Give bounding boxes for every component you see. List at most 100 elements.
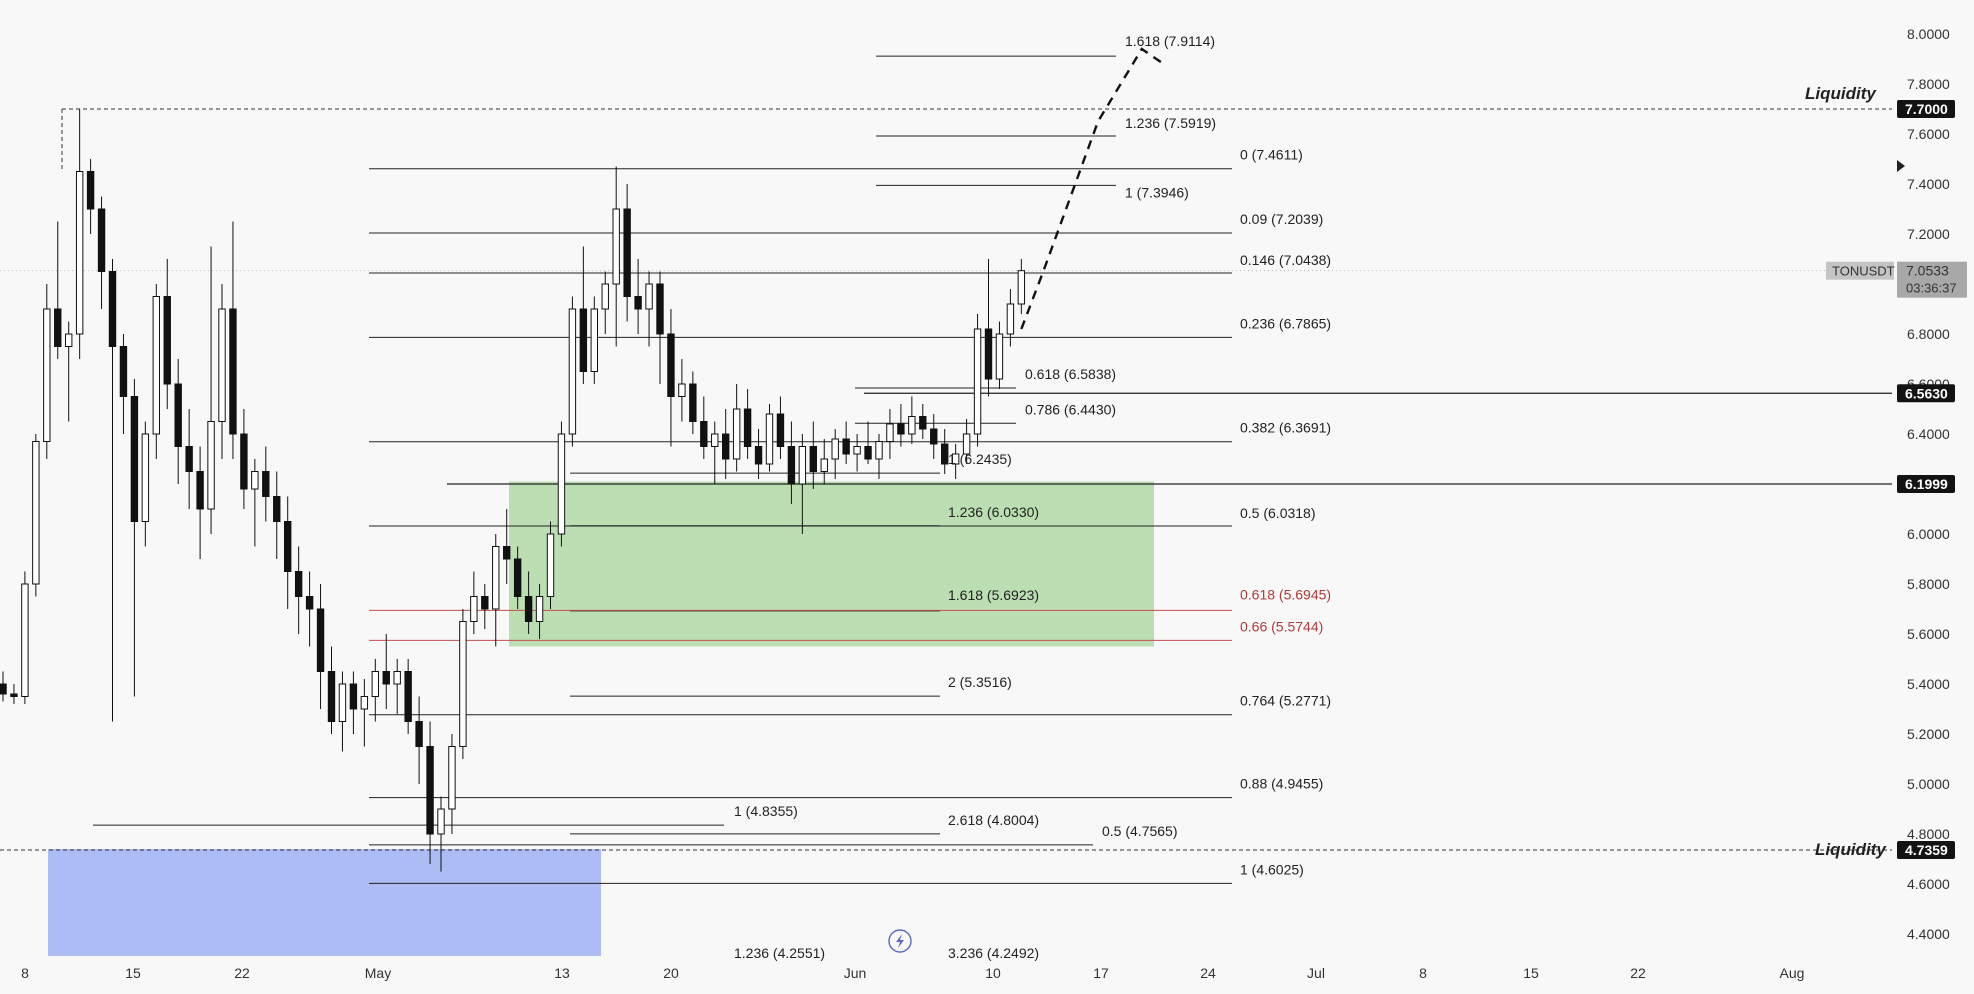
x-axis[interactable]: 8 15 22 May 13 20 Jun 10 17 24 Jul 8 15 22 Aug <box>21 965 1804 981</box>
candle-body-down <box>579 308 588 372</box>
candle <box>218 284 226 459</box>
y-tick-label: 5.2000 <box>1907 726 1950 742</box>
candle <box>426 721 434 864</box>
symbol-badge[interactable]: TONUSDT <box>1826 261 1895 280</box>
candle <box>196 446 204 559</box>
y-axis[interactable]: 8.00007.80007.60007.40007.20007.00006.80… <box>1826 26 1967 942</box>
candle-body-down <box>404 671 412 722</box>
candle <box>732 384 741 472</box>
candle <box>951 444 960 479</box>
y-tick-label: 5.4000 <box>1907 676 1950 692</box>
candle-body-down <box>108 271 117 347</box>
candle-body-down <box>842 438 850 455</box>
candle <box>43 284 51 459</box>
candle <box>174 359 182 484</box>
fib-label: 0.09 (7.2039) <box>1240 211 1323 227</box>
candle-body-down <box>262 471 270 497</box>
fib-label: 1 (4.8355) <box>734 803 798 819</box>
price-badge[interactable]: 6.1999 <box>1897 475 1955 494</box>
fib-label: 2 (5.3516) <box>948 674 1012 690</box>
fib-label: 3.236 (4.2492) <box>948 945 1039 961</box>
candle <box>590 296 598 384</box>
green-zone <box>509 481 1154 647</box>
price-badge[interactable]: 7.7000 <box>1897 100 1955 118</box>
candle <box>831 429 839 479</box>
candle-body-down <box>689 383 697 422</box>
candle-body-down <box>273 496 281 522</box>
candle-body-down <box>119 346 128 397</box>
x-tick-label: Jul <box>1307 965 1325 981</box>
fib-label: 0.146 (7.0438) <box>1240 252 1331 268</box>
candle <box>86 159 95 234</box>
fib-label: 0.236 (6.7865) <box>1240 315 1331 331</box>
candle <box>492 534 500 647</box>
lightning-icon[interactable] <box>888 929 912 953</box>
candle <box>743 389 752 459</box>
candle-body-down <box>984 328 993 380</box>
x-tick-label: May <box>365 965 391 981</box>
candle-body-down <box>185 446 193 472</box>
candle-body-up <box>557 433 566 535</box>
candle-body-down <box>86 171 95 210</box>
candle-body-up <box>43 308 51 442</box>
candle <box>776 396 785 459</box>
candle <box>995 321 1004 389</box>
x-tick-label: 8 <box>21 965 29 981</box>
candle-body-down <box>54 308 62 347</box>
candle-body-down <box>930 428 938 445</box>
price-badge[interactable]: 4.7359 <box>1897 841 1955 860</box>
candle <box>371 659 380 722</box>
candle <box>382 634 390 709</box>
candle-body-up <box>645 283 653 310</box>
candle-body-up <box>732 408 741 460</box>
candle <box>130 379 139 697</box>
candle-body-up <box>711 433 719 447</box>
candle <box>163 259 171 409</box>
candle <box>546 521 555 609</box>
candle <box>54 221 62 359</box>
price-badge-label: 6.1999 <box>1905 476 1948 492</box>
candle-body-down <box>316 608 325 672</box>
y-tick-label: 7.8000 <box>1907 76 1950 92</box>
fib-label: 1.618 (5.6923) <box>948 587 1039 603</box>
candle-body-down <box>481 596 489 610</box>
candle <box>229 221 237 459</box>
candle-body-down <box>327 671 336 722</box>
candle-body-up <box>65 333 73 347</box>
price-badge-label: 6.5630 <box>1905 385 1948 401</box>
price-badge[interactable]: 6.5630 <box>1897 384 1955 403</box>
candle <box>513 546 522 609</box>
candle <box>65 321 73 422</box>
candle <box>32 434 40 597</box>
candle-body-down <box>524 596 533 622</box>
candle-body-up <box>678 383 686 397</box>
candle <box>973 314 982 447</box>
candle <box>689 371 697 434</box>
candle <box>349 671 358 734</box>
x-tick-label: Jun <box>844 965 867 981</box>
y-tick-label: 5.8000 <box>1907 576 1950 592</box>
candle-body-down <box>776 413 785 447</box>
candle-body-up <box>360 696 369 710</box>
candle-body-down <box>97 208 106 272</box>
last-price-badge[interactable]: 7.0533 03:36:37 <box>1897 261 1967 298</box>
candle <box>75 109 84 359</box>
play-arrow-icon <box>1897 160 1905 172</box>
x-tick-label: Aug <box>1780 965 1805 981</box>
candle <box>273 471 281 559</box>
candle <box>524 571 533 634</box>
candle <box>393 659 401 714</box>
y-tick-label: 6.8000 <box>1907 326 1950 342</box>
candle-body-up <box>765 413 774 465</box>
candle-body-up <box>32 441 40 585</box>
candle <box>579 246 588 384</box>
candle <box>930 414 938 459</box>
candle <box>842 421 850 464</box>
candle-body-up <box>535 596 544 622</box>
candle <box>240 409 248 509</box>
fib-lines-layer <box>0 55 1892 884</box>
candle-body-down <box>196 471 204 510</box>
candle <box>667 309 675 447</box>
